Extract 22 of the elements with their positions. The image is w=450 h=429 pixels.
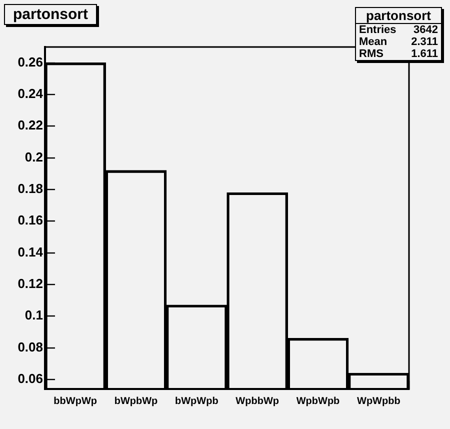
text: Mean 2.311 (359, 36, 438, 48)
y-tick-label: 0.24 (18, 86, 44, 102)
x-tick-label: bbWpWp (54, 396, 97, 407)
y-tick-label: 0.08 (18, 339, 43, 354)
y-tick-label: 0.1 (24, 308, 43, 323)
chart-title: partonsort (4, 4, 97, 25)
x-tick-label: WpWpbb (357, 396, 400, 407)
y-tick-label: 0.12 (18, 276, 43, 292)
x-tick-label: bWpbWp (114, 396, 158, 407)
text: RMS 1.611 (359, 48, 438, 60)
y-tick-label: 0.2 (24, 149, 43, 164)
y-tick-label: 0.26 (18, 54, 43, 70)
y-tick-label: 0.16 (18, 212, 43, 228)
y-tick-label: 0.22 (18, 118, 43, 133)
text: partonsort (356, 8, 441, 24)
x-tick-label: WpbWpb (296, 396, 340, 407)
y-tick-label: 0.14 (18, 244, 44, 260)
y-tick-label: 0.18 (18, 181, 43, 196)
x-tick-label: WpbbWp (236, 396, 279, 407)
text: Entries 3642 (359, 24, 438, 36)
x-tick-label: bWpWpb (175, 396, 218, 407)
y-tick-label: 0.06 (18, 371, 43, 386)
